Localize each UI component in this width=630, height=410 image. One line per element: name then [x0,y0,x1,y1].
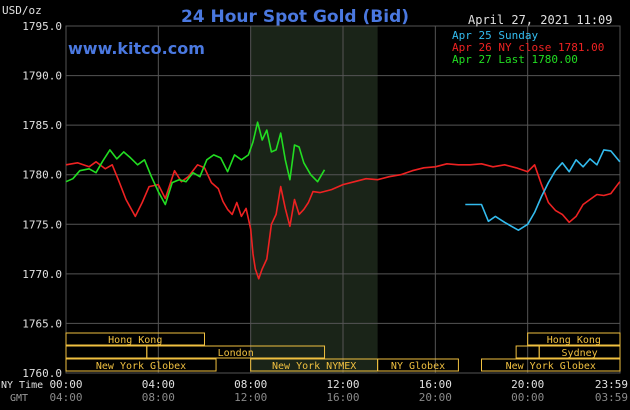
x-axis-gmt-label: GMT [10,393,28,404]
x-tick-label-gmt: 20:00 [419,391,452,404]
x-tick-label-nytime: 16:00 [419,378,452,391]
x-tick-label-nytime: 04:00 [142,378,175,391]
website-link[interactable]: www.kitco.com [68,39,205,58]
session-label: New York Globex [506,361,596,372]
x-axis-nytime-label: NY Time [1,380,43,391]
y-tick-label: 1785.0 [22,119,62,132]
x-tick-label-nytime: 12:00 [326,378,359,391]
y-tick-label: 1760.0 [22,367,62,380]
y-tick-label: 1775.0 [22,218,62,231]
price-series [65,121,621,280]
session-label: London [218,348,254,359]
y-tick-labels: 1795.0 1790.0 1785.0 1780.0 1775.0 1770.0 1765… [22,20,62,380]
legend-item-apr27: Apr 27 Last 1780.00 [452,53,578,66]
y-tick-label: 1765.0 [22,317,62,330]
session-rect [146,345,326,359]
session-label: NY Globex [391,361,445,372]
session-label: New York Globex [96,361,186,372]
x-tick-labels: 00:00 04:00 08:00 12:00 16:00 20:00 23:5904:00… [49,378,628,404]
session-label: Sydney [562,348,598,359]
x-tick-label-gmt: 08:00 [142,391,175,404]
session-bar: Hong Kong [65,332,205,346]
x-tick-label-nytime: 08:00 [234,378,267,391]
legend-item-apr25: Apr 25 Sunday [452,29,538,42]
series-line [65,121,326,206]
legend: Apr 25 Sunday Apr 26 NY close 1781.00 Ap… [452,29,604,66]
x-tick-label-gmt: 16:00 [326,391,359,404]
y-tick-label: 1790.0 [22,70,62,83]
session-bar: NY Globex [377,358,459,372]
session-bar: New York Globex [481,358,621,372]
timestamp: April 27, 2021 11:09 [468,13,613,27]
session-rect [377,358,459,372]
session-bar: Hong Kong [527,332,621,346]
x-tick-label-gmt: 04:00 [49,391,82,404]
x-tick-label-nytime: 23:59 [595,378,628,391]
legend-item-apr26: Apr 26 NY close 1781.00 [452,41,604,54]
session-rect [481,358,621,372]
y-axis-unit-label: USD/oz [2,4,42,17]
session-rect [538,345,621,359]
session-rect [65,358,217,372]
nymex-shaded-region [250,26,378,373]
y-tick-label: 1795.0 [22,20,62,33]
series-line [65,161,621,280]
x-tick-label-nytime: 20:00 [511,378,544,391]
series-line [465,149,621,231]
x-tick-label-nytime: 00:00 [49,378,82,391]
plot-frame [65,25,621,374]
grid-lines [65,25,621,374]
session-bar: London [146,345,326,359]
session-bar: Sydney [538,345,621,359]
session-rect [65,332,205,346]
x-tick-label-gmt: 12:00 [234,391,267,404]
session-label: Hong Kong [108,335,162,346]
y-tick-label: 1770.0 [22,268,62,281]
y-tick-label: 1780.0 [22,169,62,182]
session-label: New York NYMEX [272,361,356,372]
session-bar: New York Globex [65,358,217,372]
chart-title: 24 Hour Spot Gold (Bid) [181,7,409,27]
trading-sessions: Hong Kong London New York Globex New York N… [65,332,621,372]
x-tick-label-gmt: 03:59 [595,391,628,404]
session-label: Hong Kong [547,335,601,346]
x-tick-label-gmt: 00:00 [511,391,544,404]
session-rect [527,332,621,346]
